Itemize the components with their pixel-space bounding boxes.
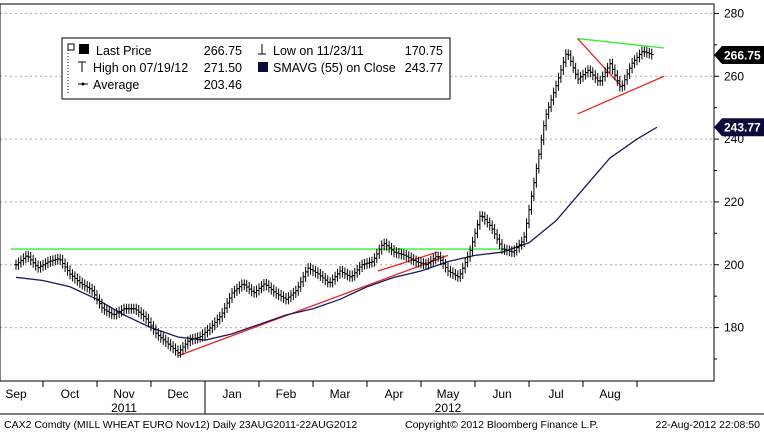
x-tick-label-jul: Jul <box>548 387 563 401</box>
trendline-red-5 <box>577 75 665 115</box>
x-tick-label-jun: Jun <box>492 387 511 401</box>
trendline-red-1 <box>177 254 449 357</box>
y-tick-label-200: 200 <box>724 258 744 272</box>
trendlines <box>10 37 665 357</box>
x-tick-label-apr: Apr <box>385 387 404 401</box>
legend-sma-label: SMAVG (55) on Close <box>273 61 396 75</box>
x-tick-label-sep: Sep <box>5 387 27 401</box>
trendline-red-2 <box>377 251 438 272</box>
x-tick-label-mar: Mar <box>330 387 351 401</box>
sma-badge: 243.77 <box>714 118 764 137</box>
legend-high-label: High on 07/19/12 <box>93 61 188 75</box>
legend-average-label: Average <box>93 78 139 92</box>
x-tick-label-may: May <box>437 387 460 401</box>
y-tick-label-260: 260 <box>724 69 744 83</box>
sma-swatch-icon <box>258 62 268 72</box>
x-tick-label-aug: Aug <box>599 387 620 401</box>
year-label-2011: 2011 <box>111 401 137 415</box>
x-tick-label-dec: Dec <box>167 387 188 401</box>
legend-low-value: 170.75 <box>405 44 443 58</box>
year-label-2012: 2012 <box>435 401 462 415</box>
footer-copyright: Copyright© 2012 Bloomberg Finance L.P. <box>405 419 598 431</box>
x-tick-label-feb: Feb <box>276 387 297 401</box>
legend: Last Price 266.75 Low on 11/23/11 170.75… <box>61 37 451 100</box>
x-tick-label-nov: Nov <box>113 387 134 401</box>
last-price-swatch-icon <box>79 44 89 54</box>
legend-high-value: 271.50 <box>204 61 242 75</box>
low-marker-icon <box>258 44 266 55</box>
price-series <box>14 46 654 358</box>
legend-last-price-value: 266.75 <box>204 44 242 58</box>
y-tick-label-180: 180 <box>724 321 744 335</box>
y-tick-label-220: 220 <box>724 195 744 209</box>
y-tick-label-280: 280 <box>724 6 744 20</box>
trendline-green-3 <box>577 37 665 49</box>
average-marker-icon <box>78 82 88 86</box>
legend-sma-value: 243.77 <box>405 61 443 75</box>
x-tick-label-oct: Oct <box>61 387 80 401</box>
legend-last-price-label: Last Price <box>96 44 152 58</box>
footer-ticker: CAX2 Comdty (MILL WHEAT EURO Nov12) Dail… <box>4 419 357 431</box>
legend-box <box>61 37 451 100</box>
last-price-badge: 266.75 <box>714 46 764 65</box>
legend-low-label: Low on 11/23/11 <box>273 44 364 58</box>
legend-average-value: 203.46 <box>204 78 242 92</box>
legend-toggle-icon <box>67 43 75 51</box>
x-tick-label-jan: Jan <box>222 387 241 401</box>
sma-label: 243.77 <box>724 121 761 135</box>
high-marker-icon <box>78 61 86 72</box>
last-price-label: 266.75 <box>724 49 761 63</box>
x-axis-ticks: Sep Oct Nov Dec Jan Feb Mar Apr May Jun Jul Aug 2011… <box>5 381 638 415</box>
trendline-red-4 <box>577 38 622 87</box>
footer-timestamp: 22-Aug-2012 22:08:50 <box>655 419 760 431</box>
